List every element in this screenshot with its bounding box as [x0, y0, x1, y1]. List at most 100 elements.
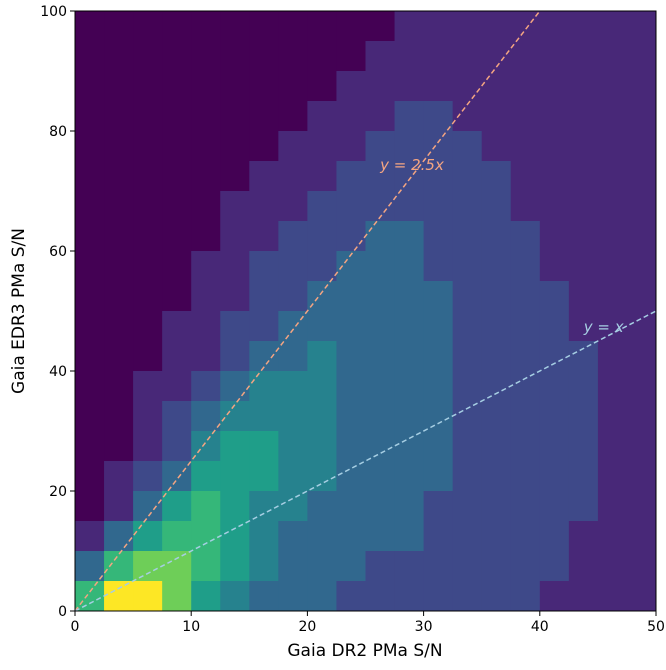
hex-cell [249, 11, 279, 42]
hex-cell [394, 401, 425, 432]
hex-cell [249, 221, 279, 252]
hex-cell [626, 431, 656, 462]
hex-cell [626, 461, 656, 492]
hex-cell [568, 581, 599, 611]
hex-cell [597, 521, 628, 552]
hex-cell [365, 281, 396, 312]
hex-cell [394, 11, 425, 42]
hex-cell [336, 191, 366, 222]
hex-cell [133, 581, 163, 611]
hex-cell [481, 131, 512, 162]
hex-cell [423, 71, 454, 102]
hex-cell [278, 251, 308, 282]
hex-cell [249, 161, 279, 192]
hex-cell [249, 191, 279, 222]
hex-cell [278, 311, 308, 342]
hex-cell [568, 161, 599, 192]
x-tick-label: 10 [182, 619, 200, 635]
hex-cell [597, 221, 628, 252]
hex-cell [481, 521, 512, 552]
hex-cell [307, 11, 337, 42]
hex-cell [568, 341, 599, 372]
hex-cell [539, 371, 570, 402]
hex-cell [133, 161, 163, 192]
hex-cell [133, 401, 163, 432]
hex-cell [75, 431, 105, 462]
hex-cell [249, 251, 279, 282]
hex-cell [75, 371, 105, 402]
hex-cell [336, 71, 366, 102]
hex-cell [481, 161, 512, 192]
hex-cell [75, 41, 105, 72]
hex-cell [423, 431, 454, 462]
hex-cell [307, 221, 337, 252]
hex-cell [220, 281, 250, 312]
hex-cell [307, 191, 337, 222]
overlay [75, 11, 656, 611]
hex-cell [423, 581, 454, 611]
hex-cell [452, 191, 483, 222]
hex-cell [75, 281, 105, 312]
hex-cell [568, 551, 599, 582]
hex-cell [626, 581, 656, 611]
hex-cell [510, 191, 541, 222]
hex-cell [626, 41, 656, 72]
hex-cell [162, 161, 192, 192]
hex-cell [510, 491, 541, 522]
hex-cell [278, 401, 308, 432]
hex-cell [423, 191, 454, 222]
hex-cell [75, 461, 105, 492]
y-tick-label: 20 [49, 484, 67, 500]
hex-cell [75, 101, 105, 132]
hex-cell [597, 41, 628, 72]
hex-cell [365, 551, 396, 582]
hex-cell [191, 281, 221, 312]
hex-cell [394, 491, 425, 522]
hex-cell [336, 401, 366, 432]
y-tick-label: 60 [49, 244, 67, 260]
hex-cell [539, 281, 570, 312]
hex-cell [307, 251, 337, 282]
plot-area [75, 11, 656, 611]
hex-cell [133, 341, 163, 372]
hex-cell [307, 581, 337, 611]
hex-cell [133, 461, 163, 492]
hex-cell [307, 71, 337, 102]
hex-cell [510, 581, 541, 611]
hex-cell [452, 341, 483, 372]
line-label: y = x [583, 318, 624, 336]
hex-cell [365, 71, 396, 102]
x-axis-label: Gaia DR2 PMa S/N [287, 641, 442, 661]
hex-cell [278, 371, 308, 402]
hex-cell [481, 71, 512, 102]
hex-cell [307, 161, 337, 192]
hex-cell [452, 221, 483, 252]
hex-cell [597, 461, 628, 492]
hex-cell [539, 491, 570, 522]
hex-cell [220, 581, 250, 611]
hex-cell [336, 521, 366, 552]
hex-cell [394, 551, 425, 582]
hex-cell [75, 221, 105, 252]
hex-cell [307, 341, 337, 372]
hex-cell [162, 281, 192, 312]
hex-cell [568, 131, 599, 162]
hex-cell [510, 281, 541, 312]
hex-cell [481, 551, 512, 582]
hex-cell [423, 221, 454, 252]
hex-cell [220, 491, 250, 522]
hex-cell [481, 221, 512, 252]
hex-cell [220, 551, 250, 582]
hex-cell [597, 131, 628, 162]
hex-cell [133, 521, 163, 552]
hex-cell [394, 71, 425, 102]
hex-cell [220, 341, 250, 372]
hex-cell [75, 521, 105, 552]
hex-cell [539, 251, 570, 282]
hex-cell [336, 161, 366, 192]
hex-cell [626, 161, 656, 192]
hex-cell [423, 371, 454, 402]
hex-cell [133, 491, 163, 522]
hex-cell [220, 251, 250, 282]
hex-cell [336, 11, 366, 42]
